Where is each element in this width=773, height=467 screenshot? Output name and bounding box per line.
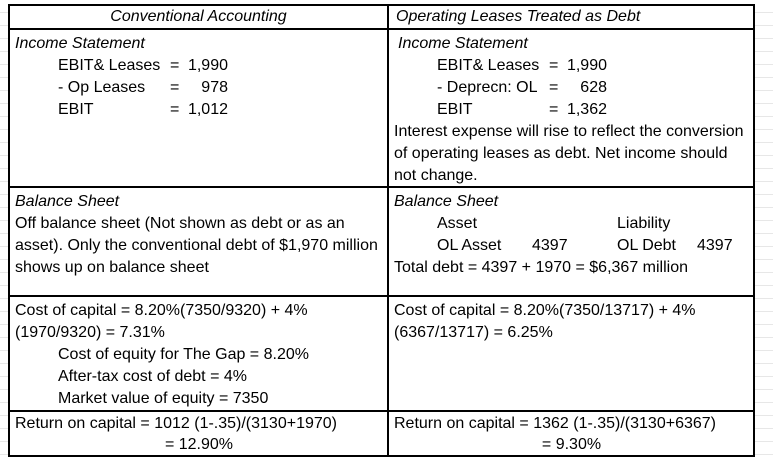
line-value: 1,012 — [187, 101, 228, 118]
liability-column-header: Liability — [617, 215, 671, 232]
return-on-capital-result: = 12.90% — [164, 436, 234, 453]
ol-asset-value: 4397 — [532, 237, 568, 254]
spacer — [697, 213, 749, 235]
spacer — [394, 213, 437, 235]
ol-asset-label: OL Asset — [437, 237, 502, 254]
return-on-capital-cell-leases-as-debt: Return on capital = 1362 (1-.35)/(3130+6… — [387, 410, 753, 455]
balance-sheet-cell-conventional: Balance Sheet Off balance sheet (Not sho… — [10, 186, 387, 295]
return-on-capital-formula: Return on capital = 1362 (1-.35)/(3130+6… — [394, 415, 716, 432]
equals-sign: = — [170, 79, 180, 96]
return-on-capital-cell-conventional: Return on capital = 1012 (1-.35)/(3130+1… — [10, 410, 387, 455]
balance-sheet-cell-leases-as-debt: Balance Sheet Asset Liability OL Asset 4… — [387, 186, 753, 295]
column-header-operating-leases-as-debt: Operating Leases Treated as Debt — [387, 6, 753, 28]
line-label: EBIT& Leases — [437, 57, 540, 74]
line-value: 1,990 — [187, 57, 228, 74]
cost-of-capital-formula: Cost of capital = 8.20%(7350/9320) + 4% … — [15, 302, 308, 341]
asset-liability-header-row: Asset Liability — [394, 213, 749, 235]
cost-of-capital-cell-conventional: Cost of capital = 8.20%(7350/9320) + 4% … — [10, 295, 387, 410]
op-leases-line: - Op Leases = 978 — [15, 77, 383, 99]
line-value: 1,990 — [566, 57, 607, 74]
after-tax-cost-of-debt-line: After-tax cost of debt = 4% — [58, 368, 247, 385]
equals-sign: = — [549, 57, 559, 74]
line-value: 978 — [201, 79, 228, 96]
equals-sign: = — [549, 79, 559, 96]
return-on-capital-result: = 9.30% — [541, 436, 602, 453]
total-debt-line: Total debt = 4397 + 1970 = $6,367 millio… — [394, 259, 688, 276]
balance-sheet-title: Balance Sheet — [15, 193, 120, 210]
spacer — [532, 213, 617, 235]
ebit-leases-line: EBIT& Leases = 1,990 — [394, 55, 749, 77]
ol-debt-label: OL Debt — [617, 237, 676, 254]
column-header-conventional-accounting: Conventional Accounting — [110, 8, 287, 25]
line-label: - Deprecn: OL — [437, 79, 538, 96]
line-label: - Op Leases — [58, 79, 146, 96]
ol-debt-value: 4397 — [697, 237, 733, 254]
equals-sign: = — [549, 101, 559, 118]
equals-sign: = — [170, 101, 180, 118]
equals-sign: = — [170, 57, 180, 74]
line-label: EBIT& Leases — [58, 57, 161, 74]
deprecn-ol-line: - Deprecn: OL = 628 — [394, 77, 749, 99]
ebit-line: EBIT = 1,362 — [394, 99, 749, 121]
cost-of-equity-line: Cost of equity for The Gap = 8.20% — [58, 346, 309, 363]
line-value: 628 — [580, 79, 607, 96]
income-statement-cell-conventional: Income Statement EBIT& Leases = 1,990 - … — [10, 28, 387, 186]
lease-comparison-table: Conventional Accounting Operating Leases… — [8, 4, 755, 457]
return-on-capital-formula: Return on capital = 1012 (1-.35)/(3130+1… — [15, 415, 337, 432]
market-value-of-equity-line: Market value of equity = 7350 — [58, 390, 269, 407]
line-label: EBIT — [437, 101, 473, 118]
cost-of-capital-cell-leases-as-debt: Cost of capital = 8.20%(7350/13717) + 4%… — [387, 295, 753, 410]
balance-sheet-title: Balance Sheet — [394, 193, 499, 210]
off-balance-sheet-text: Off balance sheet (Not shown as debt or … — [15, 215, 378, 276]
line-label: EBIT — [58, 101, 94, 118]
cost-of-capital-formula: Cost of capital = 8.20%(7350/13717) + 4%… — [394, 302, 696, 341]
income-statement-cell-leases-as-debt: Income Statement EBIT& Leases = 1,990 - … — [387, 28, 753, 186]
income-statement-title: Income Statement — [15, 35, 145, 52]
interest-expense-note: Interest expense will rise to reflect th… — [394, 123, 744, 184]
ebit-leases-line: EBIT& Leases = 1,990 — [15, 55, 383, 77]
ebit-line: EBIT = 1,012 — [15, 99, 383, 121]
ol-asset-debt-row: OL Asset 4397 OL Debt 4397 — [394, 235, 749, 257]
line-value: 1,362 — [566, 101, 607, 118]
income-statement-title: Income Statement — [398, 35, 528, 52]
asset-column-header: Asset — [437, 215, 478, 232]
spacer — [394, 235, 437, 257]
